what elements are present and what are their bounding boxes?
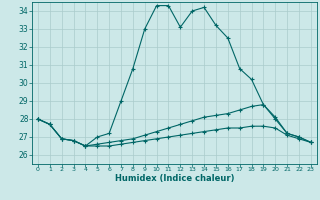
X-axis label: Humidex (Indice chaleur): Humidex (Indice chaleur) (115, 174, 234, 183)
